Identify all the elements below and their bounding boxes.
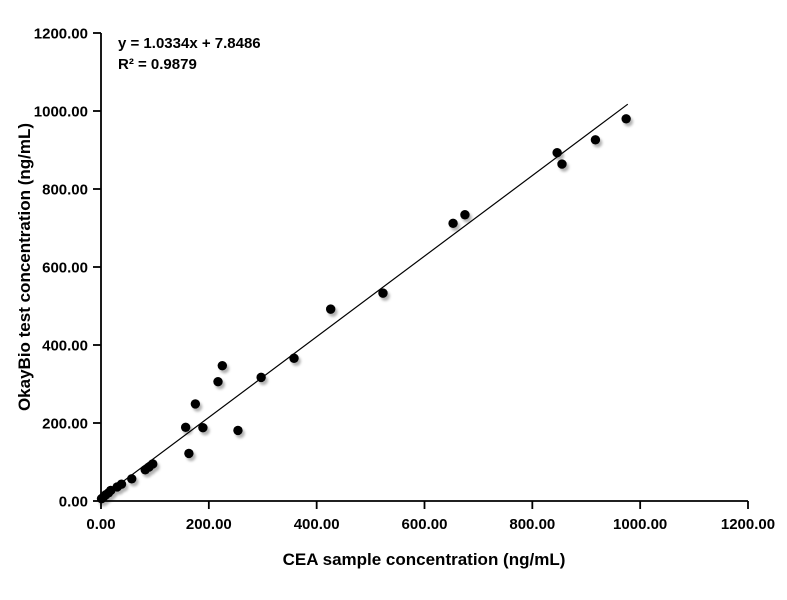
y-tick-label: 800.00: [42, 182, 88, 199]
data-points: [96, 114, 631, 504]
trend-line: [100, 103, 629, 499]
data-point: [198, 422, 208, 433]
x-tick-label: 1200.00: [721, 516, 775, 533]
data-point: [233, 425, 243, 436]
y-tick-label: 600.00: [42, 260, 88, 277]
x-axis-title: CEA sample concentration (ng/mL): [282, 550, 566, 569]
trendline-annotation: y = 1.0334x + 7.8486 R² = 0.9879: [118, 33, 261, 75]
data-point: [557, 159, 567, 169]
y-axis-ticks: 0.00 200.00 400.00 600.00 800.00 1000.00 1200.…: [34, 26, 101, 511]
trendline-equation: y = 1.0334x + 7.8486: [118, 35, 261, 52]
data-point: [116, 479, 127, 489]
y-tick-label: 200.00: [42, 416, 88, 433]
data-point: [378, 288, 388, 298]
data-point: [184, 448, 194, 459]
data-point: [325, 304, 336, 314]
data-point: [448, 218, 458, 229]
data-point: [180, 422, 191, 432]
x-tick-label: 0.00: [86, 516, 115, 533]
data-point: [217, 360, 228, 371]
y-tick-label: 1200.00: [34, 26, 88, 43]
x-tick-label: 1000.00: [613, 516, 667, 533]
data-point: [190, 399, 201, 409]
data-point: [256, 372, 266, 383]
x-tick-label: 200.00: [186, 516, 232, 533]
x-axis-ticks: 0.00 200.00 400.00 600.00 800.00 1000.00 1200.…: [86, 501, 775, 533]
x-tick-label: 800.00: [509, 516, 555, 533]
y-axis-title: OkayBio test concentration (ng/mL): [15, 122, 34, 412]
y-tick-label: 0.00: [59, 494, 88, 511]
y-tick-label: 1000.00: [34, 104, 88, 121]
data-point: [213, 376, 223, 387]
data-point: [460, 210, 470, 220]
data-point: [289, 353, 299, 363]
r-squared-value: R² = 0.9879: [118, 56, 197, 73]
x-tick-label: 400.00: [294, 516, 340, 533]
data-point: [621, 114, 631, 124]
x-tick-label: 600.00: [402, 516, 448, 533]
y-tick-label: 400.00: [42, 338, 88, 355]
data-point: [590, 135, 601, 145]
data-point: [148, 459, 158, 469]
data-point: [552, 148, 562, 158]
data-point: [127, 474, 137, 484]
